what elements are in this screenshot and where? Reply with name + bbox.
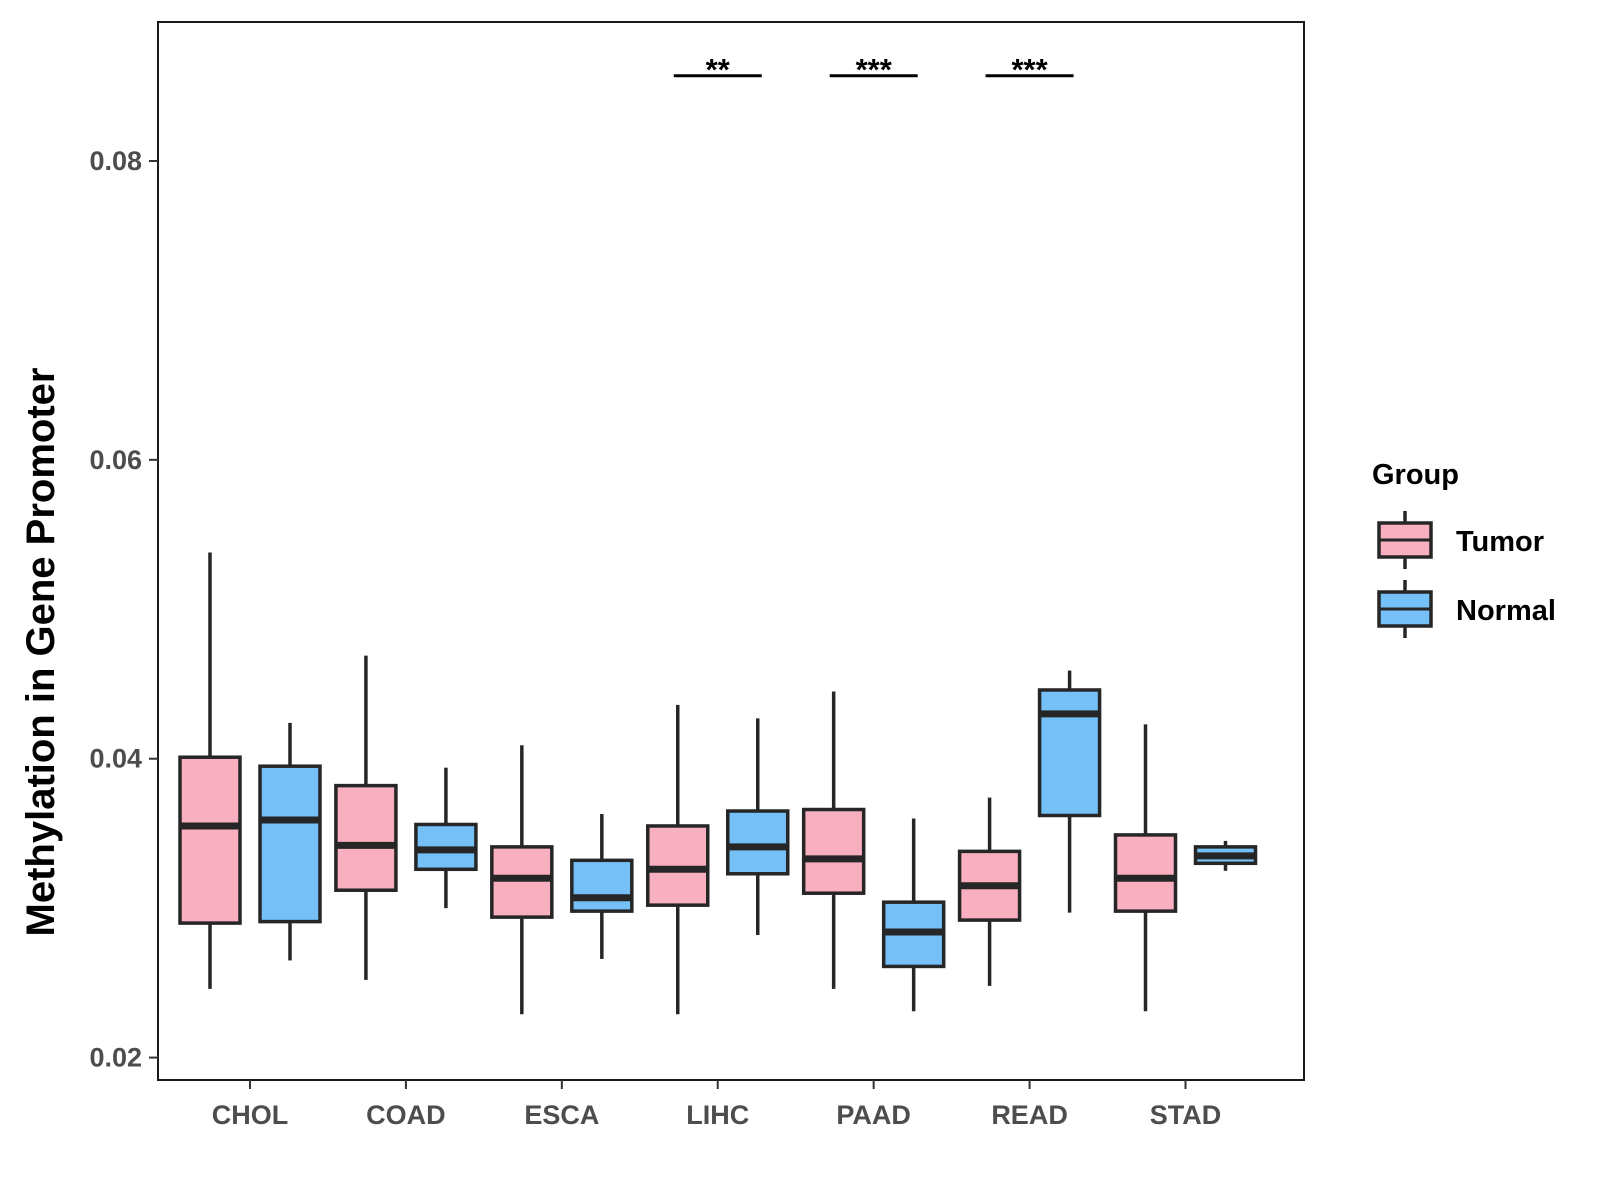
box-read-normal [1037,670,1102,913]
box-coad-normal [414,767,478,909]
x-tick-label: STAD [1150,1100,1222,1130]
box-coad-tumor [334,655,398,980]
significance-lihc: ** [673,52,762,87]
x-tick-label: COAD [366,1100,446,1130]
box-chol-normal [258,722,322,961]
box-esca-tumor [490,745,554,1015]
box-iqr [178,755,242,925]
box-lihc-tumor [645,704,710,1015]
y-tick-label: 0.02 [89,1043,142,1073]
box-chol-tumor [178,552,242,989]
x-tick-label: READ [991,1100,1068,1130]
box-stad-tumor [1113,724,1178,1012]
box-paad-tumor [801,691,866,989]
legend-title: Group [1372,459,1459,491]
x-tick-label: LIHC [686,1100,749,1130]
box-lihc-normal [725,718,790,936]
box-iqr [725,809,790,876]
y-tick-label: 0.04 [89,744,142,774]
box-iqr [490,845,554,919]
box-esca-normal [570,814,634,959]
panel-border [157,21,1305,1081]
box-iqr [1113,833,1178,913]
box-iqr [334,783,398,892]
significance-label: ** [706,52,731,87]
significance-paad: *** [829,52,918,87]
y-axis-title: Methylation in Gene Promoter [19,368,63,937]
box-iqr [258,764,322,924]
x-tick-label: PAAD [836,1100,911,1130]
box-iqr [645,824,710,907]
box-read-tumor [957,797,1022,986]
legend-entry-normal: Normal [1377,580,1556,638]
significance-label: *** [856,52,893,87]
significance-label: *** [1011,52,1048,87]
legend-label: Normal [1456,595,1556,627]
y-tick-label: 0.06 [89,445,142,475]
legend: Group Tumor Normal [1372,459,1556,638]
box-iqr [801,807,866,895]
box-stad-normal [1193,840,1258,871]
x-tick-label: ESCA [524,1100,599,1130]
x-tick-label: CHOL [212,1100,289,1130]
significance-read: *** [985,52,1074,87]
legend-label: Tumor [1456,526,1544,558]
plot-layer: ** *** *** [178,52,1258,1015]
legend-entry-tumor: Tumor [1377,511,1544,569]
box-paad-normal [881,818,946,1012]
y-tick-label: 0.08 [89,146,142,176]
axis-layer: 0.02 0.04 0.06 0.08 CHOL COAD ESCA LIHC PAAD READ… [89,146,1221,1130]
box-iqr [570,858,634,913]
box-iqr [1037,688,1102,818]
